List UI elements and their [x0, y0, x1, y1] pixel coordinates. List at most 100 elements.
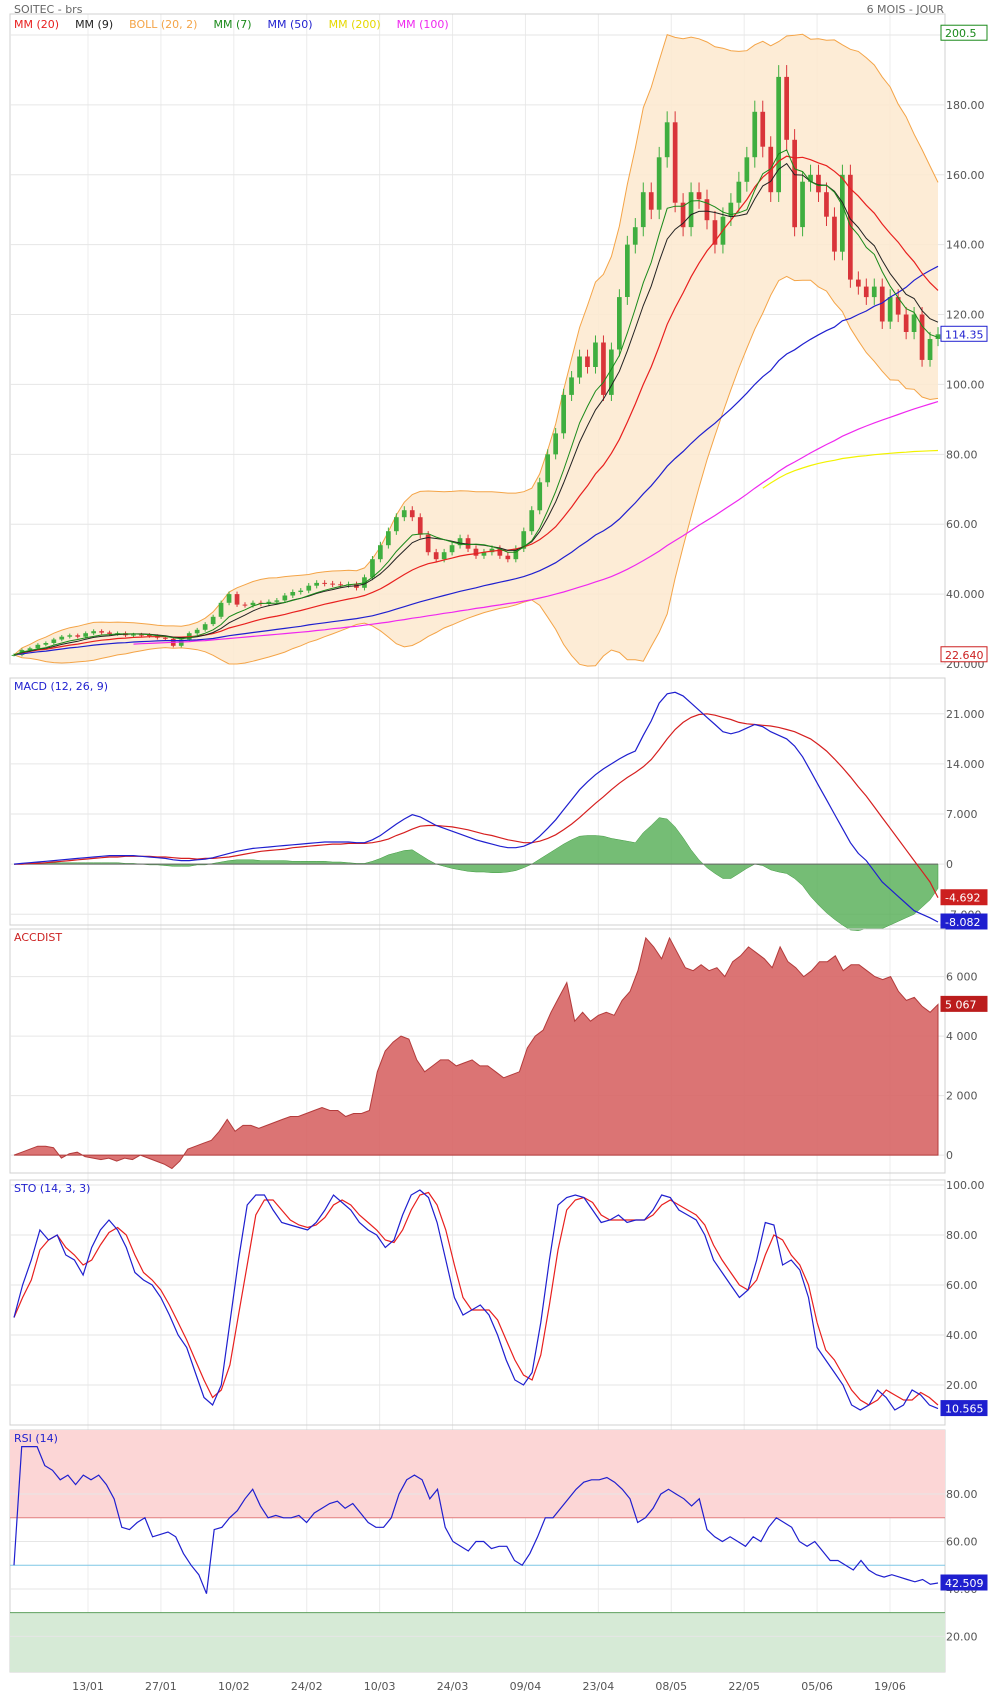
- candle-body-71: [577, 356, 582, 378]
- y-tick-label-3-0: 100.00: [946, 1179, 985, 1192]
- y-tick-label-1-2: 7.000: [946, 808, 978, 821]
- candle-body-0: [11, 654, 17, 656]
- candle-body-84: [680, 202, 686, 228]
- candle-body-62: [505, 555, 511, 560]
- candle-body-78: [632, 227, 638, 245]
- accdist-panel-title: ACCDIST: [14, 931, 63, 944]
- x-tick-label-6: 09/04: [510, 1680, 542, 1693]
- panel-frame-3: [9, 1179, 946, 1426]
- last-value-label-signal: -4.692: [945, 892, 980, 905]
- candle-body-6: [59, 636, 65, 640]
- candle-body-74: [601, 342, 606, 395]
- candle-body-90: [728, 202, 734, 217]
- candle-body-72: [585, 356, 590, 367]
- candle-body-45: [370, 559, 375, 578]
- last-value-box: [940, 24, 988, 41]
- candle-body-38: [314, 582, 319, 586]
- legend-mm7[interactable]: MM (7): [213, 18, 252, 31]
- candle-body-95: [768, 146, 774, 193]
- candle-body-107: [863, 286, 869, 298]
- candle-body-59: [481, 552, 487, 556]
- candle-body-46: [378, 545, 383, 560]
- mm200-line: [762, 449, 939, 489]
- candle-body-77: [625, 244, 630, 297]
- candle-body-102: [824, 192, 829, 217]
- x-tick-label-2: 10/02: [218, 1680, 250, 1693]
- macd-signal-line: [14, 713, 939, 898]
- y-tick-label-2-2: 2 000: [946, 1090, 978, 1103]
- candle-body-116: [935, 334, 941, 339]
- candle-body-4: [43, 643, 49, 645]
- y-tick-label-0-1: 180.00: [946, 99, 985, 112]
- candle-body-30: [250, 602, 256, 606]
- last-value-label-accdist: 5 067: [945, 998, 977, 1011]
- candle-body-80: [648, 192, 654, 210]
- accdist-area: [13, 936, 939, 1170]
- candle-body-55: [449, 545, 455, 553]
- y-tick-label-0-4: 120.00: [946, 309, 985, 322]
- candle-body-36: [298, 590, 304, 592]
- candle-body-99: [800, 181, 805, 228]
- candle-body-105: [848, 174, 853, 280]
- rsi-overbought-zone: [10, 1430, 945, 1518]
- candle-body-101: [816, 174, 821, 193]
- candle-body-61: [497, 548, 503, 556]
- bollinger-upper-line: [13, 33, 939, 656]
- candle-body-16: [139, 634, 144, 636]
- candle-body-69: [561, 394, 566, 434]
- candle-body-65: [529, 510, 535, 532]
- last-value-box: [940, 889, 988, 906]
- legend-mm9[interactable]: MM (9): [75, 18, 114, 31]
- candle-body-2: [27, 648, 33, 650]
- y-tick-label-1-1: 14.000: [946, 758, 985, 771]
- bollinger-lower-line: [13, 275, 939, 667]
- last-value-label-low: 22.640: [945, 649, 984, 662]
- y-tick-label-1-0: 21.000: [946, 708, 985, 721]
- candle-body-70: [569, 377, 574, 395]
- legend-mm100[interactable]: MM (100): [396, 18, 449, 31]
- rsi-line: [13, 1446, 939, 1594]
- candle-body-94: [760, 111, 766, 147]
- candle-body-68: [553, 433, 558, 455]
- candle-body-82: [664, 122, 670, 158]
- candle-body-67: [545, 454, 550, 483]
- candle-body-108: [871, 286, 877, 298]
- candle-body-5: [51, 639, 57, 643]
- candle-body-106: [856, 279, 861, 287]
- candle-body-88: [712, 220, 718, 245]
- legend-mm20[interactable]: MM (20): [14, 18, 60, 31]
- y-tick-label-4-0: 80.00: [946, 1488, 978, 1501]
- candle-body-21: [178, 639, 184, 646]
- candle-body-79: [640, 192, 646, 228]
- x-tick-label-8: 08/05: [655, 1680, 687, 1693]
- candle-body-39: [322, 582, 327, 584]
- legend-mm50[interactable]: MM (50): [267, 18, 313, 31]
- y-tick-label-0-8: 40.000: [946, 588, 985, 601]
- rsi-oversold-zone: [10, 1612, 945, 1672]
- candle-body-109: [879, 286, 885, 322]
- candle-body-93: [752, 111, 758, 158]
- candle-body-53: [433, 552, 439, 560]
- candle-body-33: [274, 600, 280, 602]
- chart-title: SOITEC - brs: [14, 3, 83, 16]
- candle-body-23: [194, 629, 200, 634]
- y-tick-label-0-6: 80.00: [946, 448, 978, 461]
- last-value-box: [940, 995, 988, 1012]
- candle-body-24: [202, 624, 208, 630]
- x-tick-label-3: 24/02: [291, 1680, 323, 1693]
- sto-panel-title: STO (14, 3, 3): [14, 1182, 91, 1195]
- candle-body-17: [147, 635, 152, 636]
- candle-body-81: [656, 157, 662, 210]
- candle-body-54: [441, 552, 447, 560]
- candle-body-66: [537, 482, 543, 511]
- x-tick-label-5: 24/03: [437, 1680, 469, 1693]
- legend-boll[interactable]: BOLL (20, 2): [129, 18, 198, 31]
- candle-body-47: [386, 531, 391, 546]
- candle-body-49: [401, 510, 407, 518]
- last-value-label-last: 114.35: [945, 328, 984, 341]
- y-tick-label-2-1: 4 000: [946, 1030, 978, 1043]
- x-tick-label-10: 05/06: [801, 1680, 833, 1693]
- legend-mm200[interactable]: MM (200): [328, 18, 381, 31]
- last-value-label-rsi: 42.509: [945, 1577, 984, 1590]
- y-tick-label-2-0: 6 000: [946, 971, 978, 984]
